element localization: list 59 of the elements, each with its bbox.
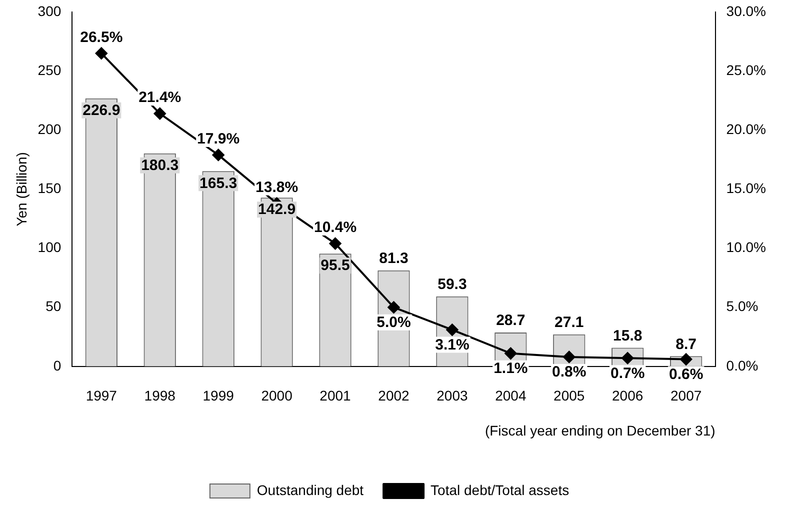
data-label: 226.9 [82,102,120,119]
point [680,353,692,366]
data-label: 17.9% [197,130,240,148]
x-tick-label: 2007 [670,388,702,404]
y-tick-label: 200 [38,120,62,137]
data-label: 0.6% [668,366,704,383]
data-label: 28.7 [496,312,526,330]
x-tick-label: 2000 [261,388,293,404]
y2-tick-label: 10.0% [726,239,766,256]
data-label: 1.1% [494,360,528,378]
data-label: 15.8 [613,327,642,344]
y-tick-label: 150 [38,180,62,196]
data-label: 5.0% [376,314,411,331]
point [154,108,166,120]
data-label: 10.4% [314,219,357,236]
legend-label: Outstanding debt [256,482,364,498]
data-label: 142.9 [258,201,296,218]
data-label: 27.1 [554,314,584,332]
x-tick-label: 2004 [495,388,526,404]
y2-tick-label: 25.0% [726,62,766,78]
x-tick-label: 2002 [378,388,410,404]
x-tick-label: 2001 [320,388,352,404]
data-label: 26.5% [80,28,123,46]
data-label: 0.7% [610,364,645,382]
data-label: 8.7 [676,336,696,353]
x-tick-label: 2005 [554,388,585,404]
x-tick-label: 1999 [202,388,234,404]
point [212,148,224,161]
point [446,324,458,336]
y-tick-label: 300 [38,2,62,19]
x-tick-label: 2006 [612,388,644,404]
point [563,350,576,363]
y-axis-title: Yen (Billion) [13,152,30,226]
y2-tick-label: 0.0% [726,357,758,374]
data-label: 180.3 [141,157,179,174]
data-label: 95.5 [320,257,350,274]
y2-tick-label: 20.0% [726,120,766,137]
data-label: 21.4% [138,89,182,106]
point [329,238,342,250]
data-label: 165.3 [200,174,238,192]
y-tick-label: 100 [38,239,62,256]
legend-label: Total debt/Total assets [430,482,570,498]
data-label: 59.3 [438,276,467,293]
y2-tick-label: 5.0% [726,298,758,314]
data-label: 3.1% [435,336,470,354]
data-label: 0.8% [552,364,586,381]
y-tick-label: 0 [53,357,62,374]
x-axis-title: (Fiscal year ending on December 31) [484,422,716,438]
data-label: 81.3 [379,250,408,267]
point [388,301,400,314]
data-label: 13.8% [256,179,298,196]
point [95,47,108,60]
y-tick-label: 50 [46,298,62,314]
x-tick-label: 1998 [144,388,176,404]
y2-tick-label: 15.0% [726,180,766,196]
y2-tick-label: 30.0% [726,2,766,19]
x-tick-label: 1997 [86,388,118,404]
y-tick-label: 250 [38,62,62,78]
x-tick-label: 2003 [436,388,468,404]
